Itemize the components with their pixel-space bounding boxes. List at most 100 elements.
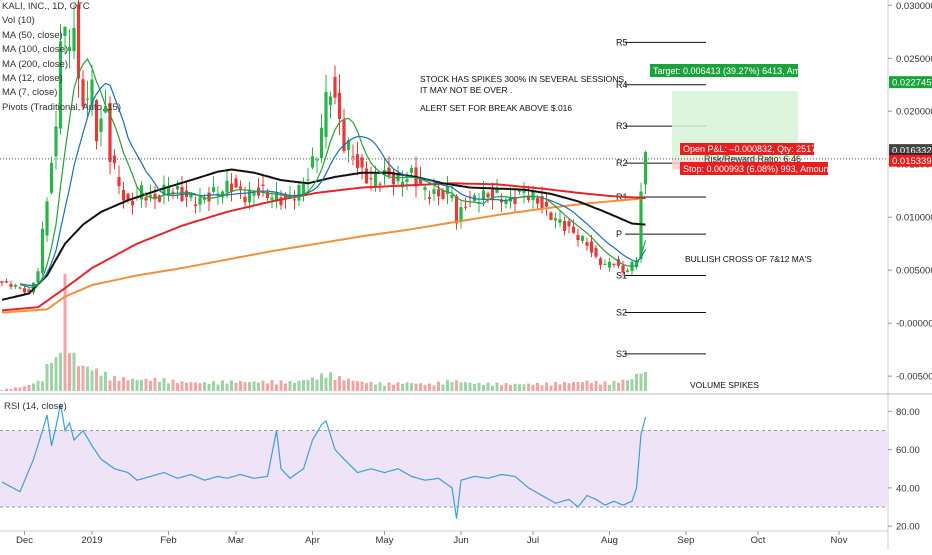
legend-ma12[interactable]: MA (12, close) — [2, 73, 63, 85]
volume-bar — [621, 379, 625, 391]
candle-body — [193, 204, 198, 207]
price-tick-label: 0.010000 — [896, 213, 932, 224]
legend-ma200[interactable]: MA (200, close) — [2, 58, 68, 70]
volume-bar — [590, 383, 593, 391]
time-tick-label: Feb — [160, 535, 176, 546]
candle-body — [81, 79, 85, 107]
candle-body — [405, 179, 409, 183]
volume-bar — [81, 365, 85, 391]
candle-body — [202, 197, 207, 200]
volume-bar — [509, 384, 512, 391]
volume-bar — [603, 381, 607, 391]
volume-bar — [459, 382, 463, 391]
rsi-tick-label: 80.00 — [896, 407, 920, 418]
candle-body — [76, 4, 81, 79]
candle-body — [27, 289, 31, 293]
volume-bar — [320, 373, 323, 391]
candle-body — [544, 201, 549, 207]
volume-bar — [522, 384, 526, 391]
candle-body — [45, 201, 49, 236]
volume-bar — [549, 385, 553, 391]
rsi-legend-label: RSI (14, close) — [4, 401, 67, 412]
pivot-label-r3: R3 — [616, 121, 628, 131]
volume-bar — [342, 380, 346, 391]
pivot-label-r4: R4 — [616, 80, 628, 90]
candle-body — [22, 288, 27, 293]
volume-bar — [59, 352, 62, 391]
price-tick-label: -0.005000 — [896, 372, 932, 383]
volume-bar — [617, 382, 620, 391]
candle-body — [517, 190, 522, 192]
candle-body — [144, 197, 148, 201]
ma50-line — [1, 168, 646, 301]
candle-body — [360, 157, 364, 168]
candle-body — [418, 177, 423, 184]
ma100-line — [1, 182, 646, 312]
volume-bar — [230, 380, 233, 391]
candle-body — [130, 200, 135, 206]
volume-bar — [455, 380, 458, 391]
volume-bar — [392, 384, 395, 391]
volume-bar — [302, 380, 305, 391]
legend-symbol[interactable]: KALI, INC., 1D, OTC — [2, 1, 90, 12]
candle-body — [369, 178, 373, 180]
volume-bar — [32, 383, 35, 391]
annotation-volume-spikes: VOLUME SPIKES — [690, 380, 759, 390]
legend-ma100[interactable]: MA (100, close) — [2, 44, 68, 56]
volume-bar — [315, 379, 319, 391]
candle-body — [63, 26, 67, 36]
candle-body — [400, 181, 405, 188]
legend-pivots[interactable]: Pivots (Traditional, Auto, 15) — [2, 101, 121, 113]
time-tick-label: Aug — [601, 535, 618, 546]
candle-body — [594, 248, 598, 257]
price-tag-box — [889, 76, 932, 89]
candle-body — [225, 180, 229, 193]
stop-label-box — [680, 162, 828, 175]
time-tick-label: Dec — [16, 535, 33, 546]
candle-body — [72, 27, 76, 52]
candle-body — [580, 236, 585, 241]
volume-bar — [540, 385, 544, 391]
candle-body — [607, 261, 612, 268]
candle-body — [342, 119, 346, 152]
pivot-label-s2: S2 — [616, 308, 627, 318]
time-tick-label: Mar — [228, 535, 244, 546]
candle-body — [306, 179, 310, 181]
candle-body — [108, 103, 112, 162]
annotation-spikes-1: STOCK HAS SPIKES 300% IN SEVERAL SESSION… — [420, 74, 626, 84]
candle-body — [558, 219, 562, 223]
legend-ma50[interactable]: MA (50, close) — [2, 29, 63, 41]
candle-body — [274, 192, 279, 202]
volume-bar — [576, 381, 580, 391]
volume-bar — [95, 368, 98, 391]
ma7-line — [19, 57, 647, 288]
volume-bar — [401, 383, 404, 391]
candle-body — [454, 196, 459, 224]
price-tag: 0.016332 — [892, 146, 932, 157]
candle-body — [603, 263, 607, 265]
legend-vol[interactable]: Vol (10) — [2, 15, 35, 27]
volume-bar — [212, 381, 215, 391]
volume-bar — [14, 387, 17, 391]
volume-bar — [198, 383, 202, 391]
candle-body — [297, 185, 301, 201]
volume-bar — [369, 381, 373, 391]
candle-body — [616, 259, 621, 266]
volume-bar — [630, 379, 634, 391]
candle-body — [157, 195, 162, 202]
legend-ma7[interactable]: MA (7, close) — [2, 87, 58, 99]
volume-bar — [473, 384, 476, 391]
candle-body — [387, 167, 391, 176]
candle-body — [396, 173, 400, 182]
volume-bar — [414, 383, 418, 391]
candle-body — [54, 126, 58, 157]
volume-bar — [626, 380, 629, 391]
volume-bar — [644, 372, 647, 391]
volume-bar — [194, 382, 197, 391]
candle-body — [211, 187, 216, 192]
candle-body — [351, 156, 355, 158]
volume-bar — [513, 383, 517, 391]
volume-bar — [234, 382, 238, 391]
volume-bar — [77, 366, 80, 391]
